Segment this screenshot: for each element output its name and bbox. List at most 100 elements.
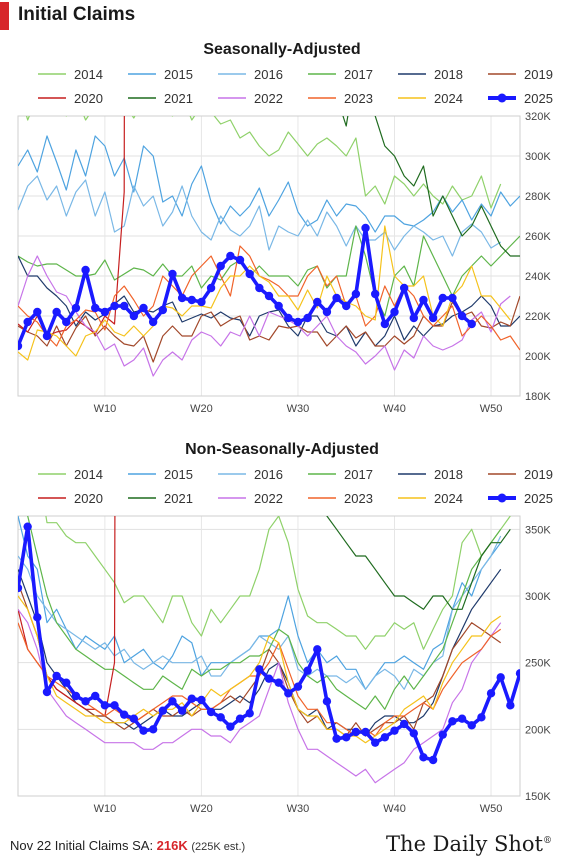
nsa-point-2025-w18	[177, 706, 187, 715]
nsa-legend-label-2024: 2024	[434, 491, 463, 506]
title-accent-bar	[0, 2, 9, 30]
nsa-legend-label-2015: 2015	[164, 467, 193, 482]
nsa-point-2025-w32	[313, 645, 322, 654]
sa-legend-item-2017: 2017	[308, 67, 373, 82]
nsa-point-2025-w41	[399, 719, 409, 729]
nsa-series-2025	[18, 522, 520, 765]
nsa-point-2025-w1	[18, 583, 23, 593]
sa-legend-item-2018: 2018	[398, 67, 463, 82]
sa-point-2025-w1	[18, 341, 23, 351]
brand-name: The Daily Shot	[386, 832, 543, 856]
sa-point-2025-w43	[419, 295, 428, 305]
nsa-point-2025-w17	[168, 697, 177, 706]
sa-legend-item-2019: 2019	[488, 67, 553, 82]
chart-seasonally-adjusted: Seasonally-Adjusted 2014 2015 2016 2017 2018 2…	[17, 41, 553, 415]
nsa-point-2025-w13	[129, 714, 139, 723]
sa-point-2025-w47	[457, 311, 467, 321]
nsa-legend-label-2016: 2016	[254, 467, 283, 482]
sa-point-2025-w32	[313, 297, 322, 307]
footer-summary: Nov 22 Initial Claims SA: 216K (225K est…	[10, 838, 245, 853]
nsa-point-2025-w30	[293, 682, 303, 691]
sa-point-2025-w10	[100, 307, 110, 317]
sa-series-2014	[25, 116, 502, 209]
nsa-line-2016	[18, 535, 502, 690]
sa-legend-item-2014: 2014	[38, 67, 103, 82]
footer: Nov 22 Initial Claims SA: 216K (225K est…	[0, 830, 564, 866]
nsa-point-2025-w38	[370, 738, 380, 747]
sa-series-group	[18, 116, 520, 377]
nsa-point-2025-w53	[515, 669, 520, 678]
sa-point-2025-w6	[62, 317, 71, 327]
sa-ytick-200: 200K	[525, 351, 551, 363]
nsa-point-2025-w42	[409, 729, 419, 738]
sa-title: Seasonally-Adjusted	[203, 41, 360, 58]
sa-series-2019	[18, 295, 520, 363]
sa-point-2025-w7	[71, 303, 81, 313]
sa-point-2025-w27	[264, 291, 274, 301]
nsa-legend-label-2023: 2023	[344, 491, 373, 506]
nsa-legend-marker-2025	[497, 493, 507, 503]
nsa-xtick-30: W30	[287, 803, 310, 815]
nsa-point-2025-w25	[245, 709, 254, 718]
sa-xtick-30: W30	[287, 403, 310, 415]
nsa-ytick-150: 150K	[525, 791, 551, 803]
nsa-point-2025-w8	[81, 697, 90, 706]
sa-legend-label-2025: 2025	[524, 91, 553, 106]
sa-point-2025-w21	[206, 283, 216, 293]
nsa-point-2025-w49	[477, 713, 486, 722]
sa-point-2025-w48	[467, 319, 476, 329]
nsa-point-2025-w26	[255, 665, 264, 674]
sa-legend-label-2020: 2020	[74, 91, 103, 106]
nsa-legend-item-2022: 2022	[218, 491, 283, 506]
sa-point-2025-w37	[361, 223, 370, 233]
nsa-point-2025-w52	[506, 701, 515, 710]
nsa-point-2025-w45	[438, 730, 447, 739]
sa-line-2024	[18, 225, 511, 361]
nsa-point-2025-w12	[119, 710, 129, 719]
sa-ytick-260: 260K	[525, 231, 551, 243]
nsa-point-2025-w27	[264, 674, 274, 683]
nsa-grid	[18, 516, 520, 797]
sa-legend-label-2024: 2024	[434, 91, 463, 106]
sa-point-2025-w12	[119, 301, 129, 311]
nsa-point-2025-w3	[33, 613, 42, 622]
nsa-point-2025-w29	[284, 689, 293, 698]
nsa-point-2025-w14	[139, 726, 148, 735]
sa-point-2025-w9	[91, 303, 100, 313]
nsa-series-2017	[26, 516, 502, 710]
sa-xtick-50: W50	[480, 403, 503, 415]
nsa-series-2022	[18, 608, 502, 784]
sa-xtick-10: W10	[94, 403, 117, 415]
header: Initial Claims	[0, 0, 564, 32]
sa-grid	[18, 115, 520, 397]
sa-point-2025-w31	[303, 313, 312, 323]
nsa-point-2025-w46	[448, 717, 457, 726]
sa-legend-item-2016: 2016	[218, 67, 283, 82]
sa-xtick-40: W40	[383, 403, 406, 415]
sa-point-2025-w19	[187, 295, 196, 305]
nsa-legend-item-2024: 2024	[398, 491, 463, 506]
sa-point-2025-w33	[322, 307, 332, 317]
sa-legend-item-2015: 2015	[128, 67, 193, 82]
sa-legend-item-2024: 2024	[398, 91, 463, 106]
nsa-legend-item-2016: 2016	[218, 467, 283, 482]
sa-point-2025-w8	[81, 265, 90, 275]
sa-point-2025-w18	[177, 293, 187, 303]
footer-estimate: (225K est.)	[191, 841, 246, 853]
nsa-line-2017	[26, 516, 502, 710]
sa-point-2025-w25	[245, 269, 254, 279]
nsa-xtick-50: W50	[480, 803, 503, 815]
nsa-point-2025-w24	[235, 714, 245, 723]
sa-legend-label-2017: 2017	[344, 67, 373, 82]
brand-logo: The Daily Shot®	[386, 832, 552, 856]
sa-point-2025-w20	[197, 297, 206, 307]
nsa-legend-item-2023: 2023	[308, 491, 373, 506]
sa-line-2025	[18, 226, 473, 347]
nsa-line-2021	[326, 516, 511, 610]
nsa-legend-item-2025: 2025	[488, 491, 553, 506]
sa-point-2025-w5	[52, 307, 61, 317]
sa-legend-label-2016: 2016	[254, 67, 283, 82]
nsa-legend-label-2021: 2021	[164, 491, 193, 506]
sa-point-2025-w11	[110, 301, 119, 311]
sa-point-2025-w41	[399, 283, 409, 293]
